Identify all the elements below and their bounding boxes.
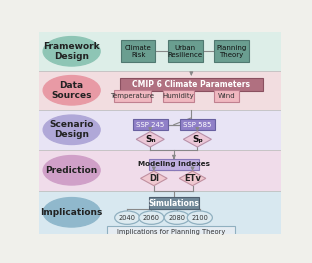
Polygon shape xyxy=(136,132,164,147)
Text: Climate
Risk: Climate Risk xyxy=(125,45,152,58)
Ellipse shape xyxy=(139,211,164,224)
Ellipse shape xyxy=(115,211,140,224)
Text: Sₚ: Sₚ xyxy=(192,135,203,144)
Bar xyxy=(39,190,281,234)
Text: 2040: 2040 xyxy=(119,215,136,221)
Ellipse shape xyxy=(43,198,100,227)
Bar xyxy=(39,71,281,109)
Polygon shape xyxy=(179,171,206,186)
Text: Data
Sources: Data Sources xyxy=(51,80,92,100)
Text: 2060: 2060 xyxy=(143,215,160,221)
Text: SSP 585: SSP 585 xyxy=(183,122,212,128)
Text: DI: DI xyxy=(149,174,159,183)
FancyBboxPatch shape xyxy=(119,78,263,90)
FancyBboxPatch shape xyxy=(107,226,235,237)
Text: Urban
Resilience: Urban Resilience xyxy=(168,45,203,58)
Ellipse shape xyxy=(43,155,100,185)
FancyBboxPatch shape xyxy=(149,159,199,170)
FancyBboxPatch shape xyxy=(133,119,168,130)
Text: Scenario
Design: Scenario Design xyxy=(50,120,94,139)
Text: SSP 245: SSP 245 xyxy=(136,122,164,128)
Polygon shape xyxy=(183,132,212,147)
FancyBboxPatch shape xyxy=(121,40,155,62)
Text: Implications: Implications xyxy=(41,208,103,217)
Text: Wind: Wind xyxy=(217,93,235,99)
Text: Framework
Design: Framework Design xyxy=(43,42,100,61)
Bar xyxy=(39,150,281,190)
Text: Prediction: Prediction xyxy=(46,166,98,175)
Text: Modeling Indexes: Modeling Indexes xyxy=(138,161,210,167)
Text: Simulations: Simulations xyxy=(149,199,199,208)
Text: 2100: 2100 xyxy=(191,215,208,221)
Bar xyxy=(39,32,281,71)
Text: ETv: ETv xyxy=(184,174,201,183)
Text: 2080: 2080 xyxy=(168,215,185,221)
FancyBboxPatch shape xyxy=(168,40,202,62)
FancyBboxPatch shape xyxy=(163,90,193,102)
FancyBboxPatch shape xyxy=(149,198,199,209)
Polygon shape xyxy=(140,171,167,186)
Ellipse shape xyxy=(187,211,212,224)
FancyBboxPatch shape xyxy=(180,119,215,130)
Text: Sₙ: Sₙ xyxy=(145,135,156,144)
Ellipse shape xyxy=(43,115,100,145)
Text: Temperature: Temperature xyxy=(110,93,154,99)
Text: Implications for Planning Theory: Implications for Planning Theory xyxy=(117,229,225,235)
FancyBboxPatch shape xyxy=(214,40,249,62)
Text: Humidity: Humidity xyxy=(162,93,194,99)
Text: CMIP 6 Climate Parameters: CMIP 6 Climate Parameters xyxy=(132,80,250,89)
Text: Planning
Theory: Planning Theory xyxy=(216,45,246,58)
Bar xyxy=(39,109,281,150)
FancyBboxPatch shape xyxy=(214,90,239,102)
Ellipse shape xyxy=(43,37,100,66)
Ellipse shape xyxy=(164,211,189,224)
Ellipse shape xyxy=(43,75,100,105)
FancyBboxPatch shape xyxy=(114,90,151,102)
